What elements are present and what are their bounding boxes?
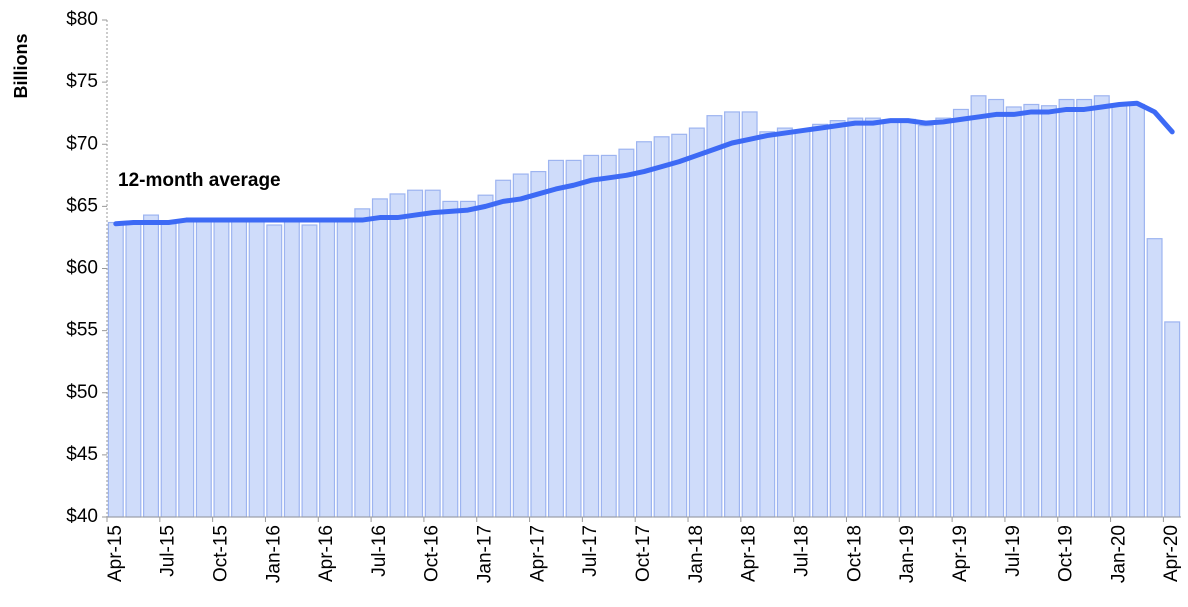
bar — [1093, 95, 1110, 518]
bar — [917, 125, 934, 518]
bar — [988, 98, 1005, 518]
bar — [1040, 105, 1057, 518]
bar — [970, 95, 987, 518]
bar — [900, 118, 917, 518]
bar — [812, 123, 829, 518]
bar — [706, 115, 723, 518]
bar — [794, 129, 811, 518]
line — [113, 100, 1175, 227]
x-tick-label: Jan-19 — [897, 525, 918, 583]
bar — [829, 120, 846, 518]
bar — [952, 108, 969, 518]
x-tick-label: Jul-15 — [158, 525, 179, 577]
x-tick-label: Jul-16 — [369, 525, 390, 577]
x-tick-label: Jan-17 — [475, 525, 496, 583]
bar — [459, 200, 476, 518]
bar — [618, 148, 635, 518]
bar — [1023, 103, 1040, 518]
bar — [301, 224, 318, 518]
y-tick-label: $70 — [66, 133, 98, 154]
bar — [1076, 98, 1093, 518]
bar — [477, 194, 494, 518]
bar — [178, 219, 195, 518]
bar — [759, 131, 776, 518]
bar — [1005, 106, 1022, 518]
bar — [283, 220, 300, 518]
bar — [688, 127, 705, 518]
x-tick-label: Jul-17 — [580, 525, 601, 577]
x-tick-label: Apr-17 — [527, 525, 548, 582]
x-tick-label: Jan-18 — [686, 525, 707, 583]
x-tick-label: Jan-20 — [1108, 525, 1129, 583]
y-tick-label: $80 — [66, 9, 98, 30]
bar — [424, 189, 441, 518]
bar — [671, 133, 688, 518]
x-tick-label: Jan-16 — [263, 525, 284, 583]
bar — [1111, 105, 1128, 518]
bar — [1146, 238, 1163, 518]
bar — [319, 219, 336, 518]
y-tick-label: $65 — [66, 195, 98, 216]
bar — [266, 224, 283, 518]
bar — [741, 111, 758, 518]
x-tick-label: Oct-17 — [633, 525, 654, 582]
bar — [547, 159, 564, 518]
bar — [336, 220, 353, 518]
line-label: 12-month average — [118, 170, 281, 191]
y-tick-label: $45 — [66, 444, 98, 465]
bar — [653, 136, 670, 518]
bar — [776, 127, 793, 518]
x-tick-label: Oct-16 — [422, 525, 443, 582]
y-tick-label: $75 — [66, 71, 98, 92]
bar — [371, 198, 388, 518]
bar — [389, 193, 406, 518]
x-tick-label: Apr-20 — [1161, 525, 1182, 582]
bar — [160, 223, 177, 518]
bar — [354, 208, 371, 518]
y-tick-label: $50 — [66, 382, 98, 403]
x-tick-label: Apr-18 — [739, 525, 760, 582]
bar — [231, 219, 248, 518]
x-tick-label: Apr-16 — [316, 525, 337, 582]
x-tick-label: Jul-18 — [791, 525, 812, 577]
y-tick-label: $55 — [66, 320, 98, 341]
bar — [407, 189, 424, 518]
bar — [724, 111, 741, 518]
x-tick-label: Oct-19 — [1056, 525, 1077, 582]
bar — [565, 159, 582, 518]
x-tick-label: Apr-19 — [950, 525, 971, 582]
bar — [600, 154, 617, 518]
bar — [847, 117, 864, 518]
bar — [143, 214, 160, 518]
bar — [1164, 321, 1181, 518]
bar — [636, 141, 652, 518]
bar — [935, 117, 952, 518]
y-tick-label: $40 — [66, 506, 98, 527]
bar — [195, 219, 212, 518]
x-tick-label: Oct-15 — [210, 525, 231, 582]
y-axis-label: Billions — [11, 33, 31, 98]
bar — [530, 170, 547, 518]
bar — [882, 120, 899, 518]
bar — [495, 179, 512, 518]
bar — [1128, 103, 1145, 518]
x-tick-label: Jul-19 — [1003, 525, 1024, 577]
bar — [107, 221, 124, 518]
bar — [512, 173, 529, 518]
bar — [248, 220, 265, 518]
bar — [1058, 98, 1075, 518]
x-tick-label: Apr-15 — [105, 525, 126, 582]
bar — [442, 200, 459, 518]
y-tick-label: $60 — [66, 258, 98, 279]
bar — [583, 154, 600, 518]
x-tick-label: Oct-18 — [844, 525, 865, 582]
bar — [125, 223, 142, 518]
bar — [864, 117, 881, 518]
bar — [213, 219, 230, 518]
